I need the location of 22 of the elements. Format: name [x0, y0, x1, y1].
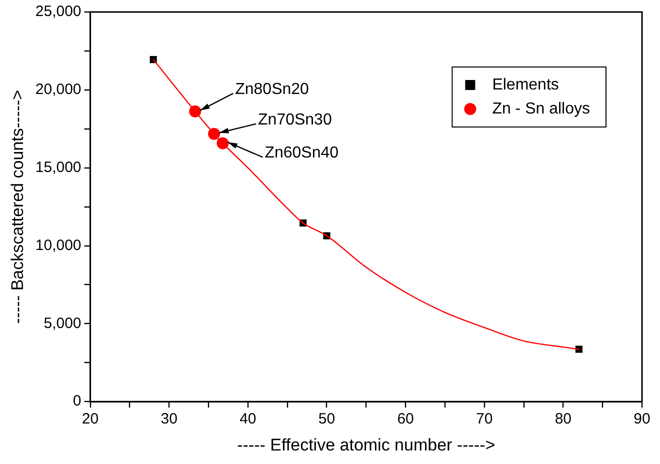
- annotation: Zn80Sn20: [235, 80, 310, 98]
- x-tick-label: 40: [240, 410, 256, 428]
- annotation: Zn70Sn30: [258, 111, 332, 128]
- x-tick-label: 30: [160, 410, 178, 428]
- y-tick-label: 5,000: [44, 314, 82, 332]
- x-tick-label: 20: [82, 410, 99, 428]
- y-tick-label: 20,000: [35, 81, 82, 98]
- y-tick-label: 25,000: [35, 3, 82, 20]
- x-tick-label: 60: [397, 410, 414, 428]
- x-tick-label: 70: [476, 410, 493, 428]
- legend-label: Zn - Sn alloys: [492, 100, 590, 118]
- y-tick-label: 10,000: [35, 236, 82, 254]
- point: [575, 346, 582, 353]
- x-tick-label: 50: [318, 410, 336, 428]
- x-tick-label: 90: [634, 410, 650, 428]
- legend-label: Elements: [492, 76, 559, 94]
- y-axis-title: ----- Backscattered counts----->: [8, 90, 27, 324]
- annotation: Zn60Sn40: [264, 144, 339, 162]
- x-axis-title: ----- Effective atomic number ----->: [237, 435, 496, 454]
- y-tick-label: 0: [72, 392, 82, 410]
- x-tick-label: 80: [554, 410, 572, 428]
- y-tick-label: 15,000: [35, 158, 82, 176]
